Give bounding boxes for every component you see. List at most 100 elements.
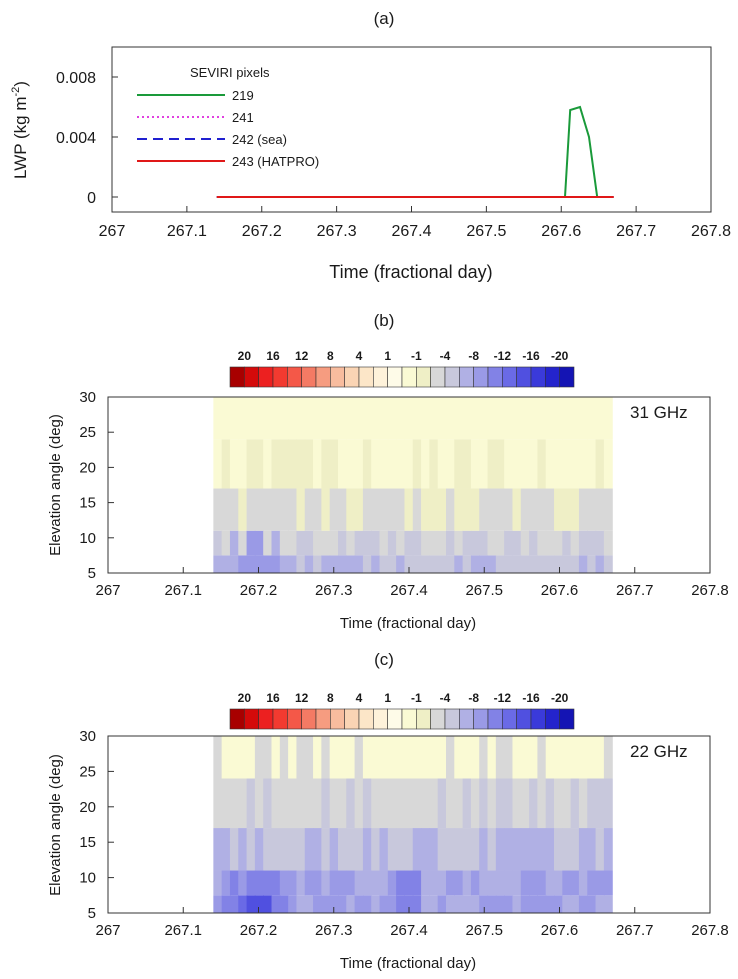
heatmap-cell [512, 397, 522, 440]
heatmap-cell [603, 870, 613, 896]
heatmap-cell [396, 870, 406, 896]
heatmap-cell [429, 778, 439, 829]
heatmap-cell [412, 555, 422, 573]
heatmap-cell [454, 736, 464, 779]
heatmap-cell [238, 828, 248, 871]
heatmap-cell [445, 895, 455, 913]
heatmap-cell [421, 555, 430, 573]
heatmap-cell [246, 828, 256, 871]
heatmap-cell [387, 736, 397, 779]
heatmap-cell [221, 736, 231, 779]
heatmap-cell [562, 439, 572, 489]
colorbar-swatch [487, 708, 503, 730]
heatmap-cell [263, 555, 273, 573]
heatmap-cell [263, 736, 273, 779]
heatmap-cell [470, 778, 480, 829]
heatmap-cell [554, 439, 563, 489]
heatmap-cell [246, 488, 256, 531]
x-tick-label: 267.1 [167, 223, 207, 240]
heatmap-cell [587, 439, 597, 489]
colorbar-swatch [444, 708, 460, 730]
heatmap-cell [421, 828, 430, 871]
heatmap-cell [238, 778, 248, 829]
heatmap-cell [238, 439, 248, 489]
heatmap-cell [495, 895, 505, 913]
colorbar-swatch [416, 366, 431, 388]
heatmap-cell [263, 778, 273, 829]
heatmap-cell [512, 530, 522, 556]
x-tick-label: 267.6 [541, 582, 579, 599]
heatmap-cell [288, 555, 298, 573]
x-tick-label: 267.6 [541, 223, 581, 240]
heatmap-cell [554, 895, 563, 913]
heatmap-cell [587, 488, 597, 531]
heatmap-cell [321, 736, 331, 779]
heatmap-cell [263, 870, 273, 896]
heatmap-cell [213, 778, 223, 829]
colorbar-swatch [559, 366, 575, 388]
heatmap-cell [412, 895, 422, 913]
heatmap-cell [504, 895, 514, 913]
heatmap-cell [362, 555, 372, 573]
heatmap-cell [595, 870, 605, 896]
heatmap-cell [229, 736, 239, 779]
heatmap-cell [246, 555, 256, 573]
heatmap-cell [213, 397, 223, 440]
heatmap-cell [337, 397, 347, 440]
heatmap-cell [254, 439, 264, 489]
heatmap-cell [421, 397, 430, 440]
heatmap-cell [429, 895, 439, 913]
heatmap-cell [554, 555, 563, 573]
heatmap-cell [437, 870, 447, 896]
heatmap-cell [238, 555, 248, 573]
heatmap-cell [421, 895, 430, 913]
heatmap-cell [454, 895, 464, 913]
heatmap-cell [412, 488, 422, 531]
heatmap-cell [537, 397, 547, 440]
heatmap-cell [379, 555, 389, 573]
heatmap-cell [603, 488, 613, 531]
heatmap-cell [304, 439, 314, 489]
y-tick-label: 10 [79, 870, 96, 887]
heatmap-cell [578, 895, 588, 913]
heatmap-cell [504, 828, 514, 871]
panel-b-label: (b) [374, 311, 395, 330]
heatmap-cell [578, 828, 588, 871]
heatmap-cell [354, 828, 364, 871]
colorbar-swatch [330, 708, 345, 730]
heatmap-cell [263, 397, 273, 440]
heatmap-cell [379, 870, 389, 896]
legend-entry: 219 [232, 88, 254, 103]
heatmap-cell [495, 555, 505, 573]
heatmap-cell [479, 828, 489, 871]
colorbar-label: -8 [468, 349, 479, 363]
heatmap-cell [329, 397, 339, 440]
heatmap-cell [587, 895, 597, 913]
heatmap-cell [504, 736, 514, 779]
heatmap-cell [362, 530, 372, 556]
heatmap-cell [429, 397, 439, 440]
heatmap-cell [512, 870, 522, 896]
heatmap-cell [520, 555, 530, 573]
heatmap-cell [213, 736, 223, 779]
heatmap-cell [321, 397, 331, 440]
heatmap-cell [578, 488, 588, 531]
heatmap-cell [304, 828, 314, 871]
colorbar-swatch [444, 366, 460, 388]
colorbar-swatch [430, 708, 446, 730]
heatmap-cell [570, 828, 580, 871]
heatmap-cell [512, 555, 522, 573]
heatmap-cell [578, 397, 588, 440]
panel-b-x-axis: 267 267.1 267.2 267.3 267.4 267.5 267.6 267.7 26… [95, 567, 729, 599]
heatmap-cell [362, 488, 372, 531]
heatmap-cell [437, 555, 447, 573]
heatmap-cell [313, 895, 322, 913]
heatmap-cell [304, 895, 314, 913]
heatmap-cell [279, 870, 289, 896]
heatmap-cell [296, 895, 306, 913]
heatmap-cell [529, 736, 538, 779]
heatmap-cell [362, 828, 372, 871]
panel-c-annotation: 22 GHz [630, 742, 688, 761]
heatmap-cell [421, 736, 430, 779]
heatmap-cell [371, 397, 381, 440]
